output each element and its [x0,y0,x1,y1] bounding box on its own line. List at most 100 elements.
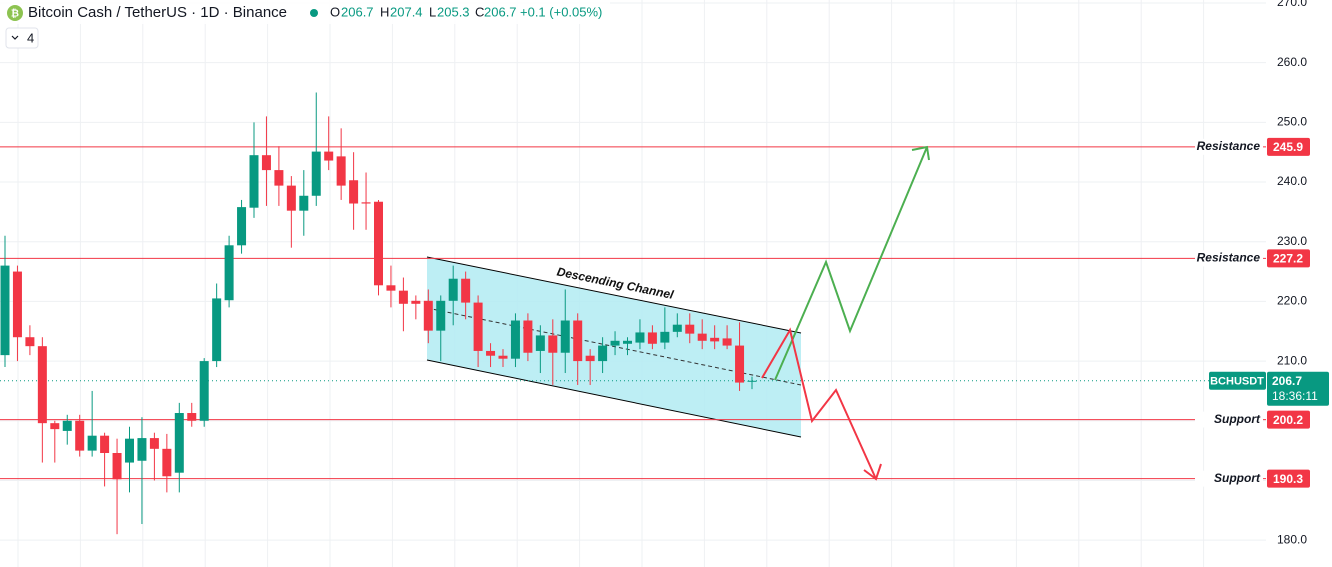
candle-body [573,320,583,362]
candle-body [286,185,296,211]
level-label: Support [1214,471,1261,485]
candle-body [498,355,508,359]
candle-body [87,435,97,451]
level-label-bg [1195,411,1263,428]
market-status [310,9,318,17]
indicator-chevron [11,35,19,40]
candle-body [212,298,222,362]
candle-body [436,300,446,331]
level-tag [1267,410,1310,429]
candle-body [486,350,496,356]
channel-bottom [426,359,802,438]
level-label: Resistance [1197,139,1261,153]
candle-body [12,271,22,338]
candle-body [535,335,545,351]
symbol-tag [1209,371,1266,390]
candle-body [448,278,458,301]
candle-body [37,346,47,424]
candle-body [75,420,85,451]
ohlc-open: 206.7 [341,4,374,19]
candle-body [112,453,122,480]
ohlc-high: 207.4 [390,4,423,19]
ohlc-l-label: L [429,4,436,19]
ohlc-o-label: O [330,4,340,19]
candle-body [510,320,520,359]
symbol-tag-text: BCHUSDT [1210,376,1264,388]
level-tag [1267,469,1310,488]
candle-body [324,151,334,161]
y-tick-label: 240.0 [1277,174,1307,188]
bearish-arrowhead [863,463,882,481]
candle-body [62,420,72,431]
level-label-bg [1195,470,1263,487]
candle-body [423,300,433,331]
candle-body [560,320,570,353]
candle-body [137,438,147,461]
symbol-icon-glyph: ₿ [11,8,19,20]
axis-labels: 180.0190.0200.0210.0220.0230.0240.0250.0… [1277,0,1307,546]
y-tick-label: 220.0 [1277,294,1307,308]
level-tag-value: 227.2 [1273,252,1303,266]
candle-body [548,335,558,353]
level-tag [1267,137,1310,156]
channel-top [426,256,802,334]
level-tag-value: 245.9 [1273,140,1303,154]
price-tags: 245.9 227.2 200.2 190.3 BCHUSDT 206.718:36:11 [1209,137,1329,488]
y-tick-label: 270.0 [1277,0,1307,9]
y-tick-label: 180.0 [1277,532,1307,546]
candle-body [610,340,620,346]
level-tag-value: 200.2 [1273,413,1303,427]
candle-body [50,423,60,430]
level-tag [1267,249,1310,268]
candle-body [598,345,608,362]
candle-body [635,332,645,343]
candle-body [162,448,172,477]
candles [0,92,757,535]
indicator-toggle[interactable] [5,27,39,49]
candle-body [623,340,632,344]
candle-body [174,413,184,473]
candle-body [125,438,134,463]
last-price-tag [1267,371,1329,406]
last-price-value: 206.7 [1272,374,1302,388]
symbol-icon [7,5,23,21]
candle-body [187,413,197,421]
candle-body [660,331,670,343]
candle-body [311,151,321,196]
candle-body [336,156,346,186]
candle-body [199,361,209,421]
levels: Resistance Resistance Support Support [0,138,1266,487]
candle-body [461,278,471,303]
candle-body [100,435,110,454]
candle-body [299,195,309,211]
ohlc-c-label: C [475,4,484,19]
y-tick-label: 210.0 [1277,353,1307,367]
candle-body [374,201,383,286]
ohlc-h-label: H [380,4,389,19]
candle-body [697,333,707,341]
symbol-title: Bitcoin Cash / TetherUS · 1D · Binance [28,4,287,21]
candle-body [647,332,657,344]
level-label-bg [1195,250,1263,267]
header-bg [0,0,610,24]
bullish-arrowhead [911,145,930,161]
candle-body [747,380,757,382]
level-label: Support [1214,412,1261,426]
candle-body [274,170,284,186]
candle-body [722,338,732,346]
bearish-path [761,327,877,480]
y-tick-label: 250.0 [1277,115,1307,129]
bullish-path [774,146,928,381]
y-tick-label: 230.0 [1277,234,1307,248]
candle-body [672,324,682,332]
candle-body [585,355,595,362]
level-label: Resistance [1197,251,1261,265]
ohlc-low: 205.3 [437,4,470,19]
candle-body [261,155,271,171]
candle-body [237,207,247,246]
candle-body [411,300,421,304]
candle-body [398,290,408,304]
candle-body [473,302,483,351]
candle-body [386,285,396,291]
y-tick-label: 260.0 [1277,55,1307,69]
